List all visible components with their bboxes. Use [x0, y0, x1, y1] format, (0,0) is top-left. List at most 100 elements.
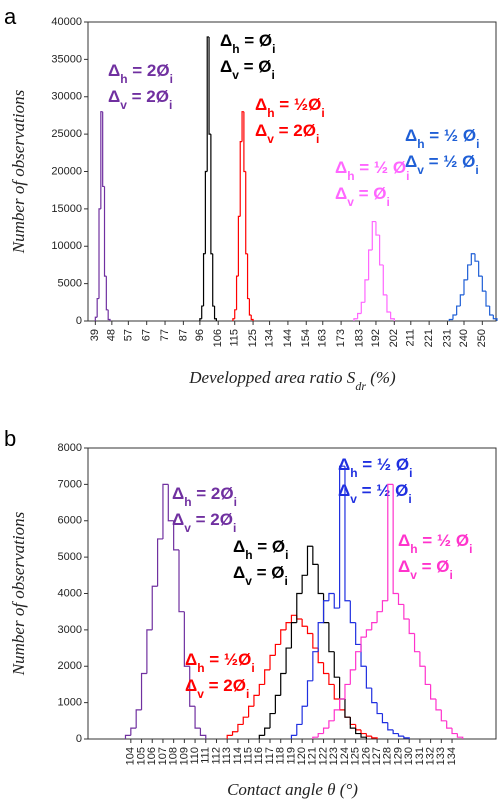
x-tick-label: 112 — [210, 747, 222, 765]
histogram-bin — [301, 574, 308, 594]
histogram-bin — [237, 723, 244, 732]
histogram-bin — [355, 622, 362, 646]
panel-label: b — [4, 426, 16, 451]
histogram-bin — [397, 733, 404, 737]
x-tick-label: 134 — [263, 329, 275, 347]
x-tick-label: 105 — [135, 747, 147, 765]
subscript: i — [169, 98, 172, 112]
histogram-bin — [239, 141, 243, 217]
histogram-bin — [390, 312, 395, 321]
subscript: i — [408, 492, 411, 506]
text-part: Δ — [398, 531, 410, 550]
subscript: i — [409, 466, 412, 480]
histogram-bin — [481, 276, 486, 292]
text-part: Δ — [255, 95, 267, 114]
histogram-bin — [156, 538, 163, 587]
text-part: = ½ Ø — [425, 126, 477, 145]
x-tick-label: 202 — [388, 329, 400, 347]
text-part: Contact angle θ (°) — [227, 780, 358, 799]
histogram-series — [226, 614, 378, 739]
histogram-bin — [312, 736, 319, 739]
x-tick-label: 128 — [382, 747, 394, 765]
text-part: = Ø — [240, 31, 273, 50]
subscript: v — [184, 521, 191, 535]
subscript: h — [347, 169, 354, 183]
text-part: Δ — [338, 455, 350, 474]
histogram-bin — [246, 253, 250, 300]
text-part: = ½ Ø — [424, 152, 476, 171]
x-tick-label: 87 — [177, 329, 189, 341]
histogram-bin — [312, 633, 319, 649]
subscript: i — [272, 68, 275, 82]
histogram-bin — [451, 728, 458, 735]
x-tick-label: 173 — [335, 329, 347, 347]
subscript: i — [251, 661, 254, 675]
text-part: = 2Ø — [274, 121, 316, 140]
text-part: Δ — [338, 481, 350, 500]
histogram-bin — [250, 315, 254, 321]
histogram-bin — [242, 716, 249, 725]
histogram-bin — [459, 294, 464, 307]
histogram-bin — [376, 702, 383, 715]
histogram-bin — [317, 732, 324, 738]
annotation: Δh = 2Øi — [172, 484, 237, 509]
histogram-bin — [365, 629, 372, 638]
histogram-bin — [296, 723, 303, 736]
x-tick-label: 134 — [446, 747, 458, 765]
y-tick-label: 25000 — [51, 128, 82, 140]
histogram-bin — [448, 318, 453, 321]
histogram-bin — [328, 673, 335, 686]
histogram-bin — [312, 651, 319, 681]
histogram-bin — [146, 629, 153, 674]
histogram-bin — [349, 717, 356, 726]
subscript: h — [120, 72, 127, 86]
histogram-bin — [382, 264, 387, 296]
subscript: v — [417, 163, 424, 177]
histogram-bin — [94, 316, 98, 321]
y-tick-label: 8000 — [58, 442, 82, 454]
histogram-bin — [296, 592, 303, 623]
histogram-bin — [463, 279, 468, 295]
histogram-bin — [245, 171, 248, 255]
histogram-bin — [403, 604, 410, 620]
histogram-bin — [140, 672, 147, 710]
x-tick-label: 129 — [392, 747, 404, 765]
histogram-bin — [489, 306, 494, 316]
histogram-bin — [387, 722, 394, 731]
histogram-bin — [371, 622, 378, 630]
histogram-bin — [365, 733, 372, 737]
histogram-bin — [430, 684, 436, 700]
histogram-bin — [381, 713, 388, 724]
y-tick-label: 5000 — [58, 551, 82, 563]
x-tick-label: 231 — [441, 329, 453, 347]
text-part: = 2Ø — [192, 484, 234, 503]
annotation: Δh = ½ Øi — [338, 455, 412, 480]
histogram-bin — [360, 729, 367, 735]
histogram-bin — [280, 629, 287, 645]
x-axis-title: Contact angle θ (°) — [227, 780, 358, 799]
histogram-bin — [317, 622, 324, 652]
subscript: i — [233, 521, 236, 535]
subscript: v — [197, 687, 204, 701]
x-tick-label: 144 — [282, 329, 294, 347]
subscript: h — [350, 466, 357, 480]
histogram-bin — [280, 672, 287, 696]
histogram-bin — [333, 709, 340, 721]
histogram-bin — [360, 301, 365, 314]
panel-label: a — [4, 4, 17, 29]
annotation: Δv = 2Øi — [255, 121, 319, 146]
text-part: Δ — [255, 121, 267, 140]
histogram-bin — [301, 618, 308, 627]
text-part: Δ — [335, 158, 347, 177]
subscript: i — [475, 163, 478, 177]
y-tick-label: 0 — [76, 733, 82, 745]
histogram-series — [94, 111, 111, 321]
histogram-bin — [306, 545, 313, 576]
x-tick-label: 114 — [232, 747, 244, 765]
histogram-bin — [167, 484, 174, 522]
x-tick-label: 107 — [157, 747, 169, 765]
histogram-bin — [232, 318, 235, 321]
x-tick-label: 120 — [296, 747, 308, 765]
histogram-bin — [456, 733, 464, 739]
histogram-bin — [446, 720, 453, 729]
